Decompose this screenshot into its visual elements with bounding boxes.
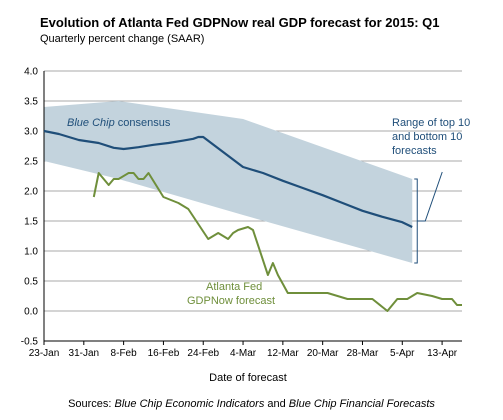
annotations: Blue Chip consensus Range of top 10 and …: [67, 117, 470, 307]
source-economic-indicators: Blue Chip Economic Indicators: [114, 398, 265, 410]
x-tick-label: 12-Mar: [267, 348, 299, 359]
x-tick-label: 20-Mar: [307, 348, 339, 359]
y-tick-label: 3.0: [24, 127, 38, 138]
forecast-range-area: [44, 101, 413, 263]
x-tick-label: 23-Jan: [29, 348, 60, 359]
y-tick-label: 0.0: [24, 307, 38, 318]
series-lines: [43, 129, 462, 312]
range-label-line3: forecasts: [392, 145, 437, 157]
x-tick-label: 5-Apr: [390, 348, 415, 359]
y-tick-label: 2.0: [24, 187, 38, 198]
y-tick-label: 1.0: [24, 247, 38, 258]
range-bracket: [414, 171, 443, 264]
gdpnow-label-line1: Atlanta Fed: [206, 281, 262, 293]
x-tick-label: 13-Apr: [427, 348, 458, 359]
x-tick-label: 4-Mar: [230, 348, 257, 359]
blue-chip-label-rest: consensus: [115, 117, 171, 129]
chart-subtitle: Quarterly percent change (SAAR): [40, 33, 205, 45]
gdpnow-label-line2: GDPNow forecast: [187, 295, 275, 307]
x-tick-label: 8-Feb: [111, 348, 138, 359]
x-axis-label: Date of forecast: [209, 372, 287, 384]
chart-title: Evolution of Atlanta Fed GDPNow real GDP…: [40, 15, 440, 30]
forecast-range-band: [44, 101, 443, 264]
sources-prefix: Sources:: [68, 398, 115, 410]
axes: [43, 71, 462, 342]
y-axis-ticks: 4.0 3.5 3.0 2.5 2.0 1.5 1.0 0.5 0.0 -0.5: [21, 67, 39, 348]
y-tick-label: 3.5: [24, 97, 38, 108]
gdpnow-forecast-line: [92, 172, 462, 312]
y-tick-label: 2.5: [24, 157, 38, 168]
range-label-line2: and bottom 10: [392, 131, 462, 143]
x-tick-label: 16-Feb: [148, 348, 180, 359]
x-axis-ticks: 23-Jan 31-Jan 8-Feb 16-Feb 24-Feb 4-Mar 12-Mar…: [29, 341, 458, 359]
source-financial-forecasts: Blue Chip Financial Forecasts: [288, 398, 435, 410]
blue-chip-label: Blue Chip consensus: [67, 117, 171, 129]
blue-chip-label-italic: Blue Chip: [67, 117, 115, 129]
blue-chip-consensus-line: [43, 129, 413, 228]
sources-and: and: [264, 398, 289, 410]
y-tick-label: -0.5: [21, 337, 39, 348]
sources-note: Sources: Blue Chip Economic Indicators a…: [0, 398, 503, 410]
x-tick-label: 24-Feb: [187, 348, 219, 359]
x-tick-label: 31-Jan: [69, 348, 100, 359]
range-label-line1: Range of top 10: [392, 117, 470, 129]
x-tick-label: 28-Mar: [347, 348, 379, 359]
y-tick-label: 4.0: [24, 67, 38, 78]
y-tick-label: 1.5: [24, 217, 38, 228]
y-tick-label: 0.5: [24, 277, 38, 288]
